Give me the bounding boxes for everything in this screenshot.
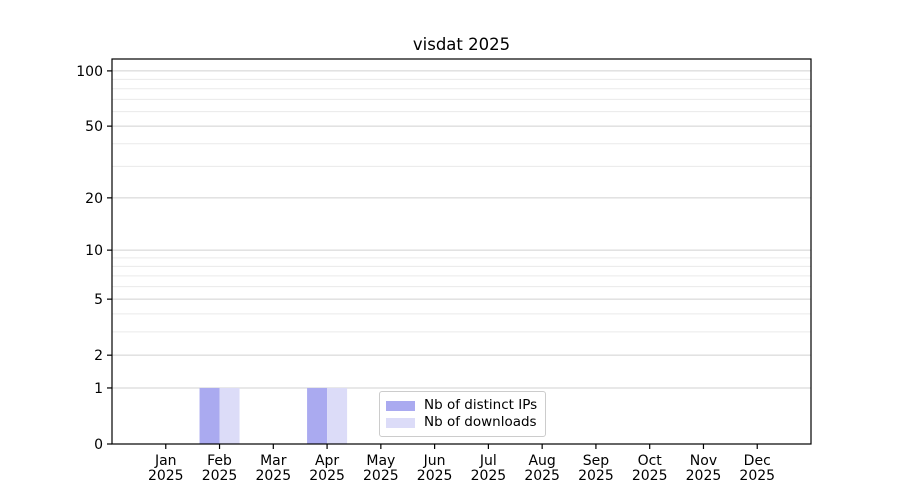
chart-title: visdat 2025 (412, 35, 511, 54)
x-tick-label-year: 2025 (255, 468, 291, 484)
legend-entry-distinct-ips: Nb of distinct IPs (386, 397, 537, 414)
x-tick-label-year: 2025 (471, 468, 507, 484)
legend-label-downloads: Nb of downloads (424, 414, 537, 430)
y-tick-label: 2 (94, 348, 103, 364)
x-tick-label-year: 2025 (686, 468, 722, 484)
x-tick-label-year: 2025 (632, 468, 668, 484)
x-tick-label-month: Jun (423, 453, 446, 469)
x-tick-label-month: Jul (479, 453, 497, 469)
bar-feb-series1 (219, 387, 240, 444)
x-tick-label-month: Dec (744, 453, 771, 469)
bar-apr-series0 (307, 387, 328, 444)
x-tick-label-month: Mar (260, 453, 287, 469)
legend-swatch-distinct-ips (386, 400, 415, 411)
x-tick-label-year: 2025 (578, 468, 614, 484)
x-tick-label-year: 2025 (363, 468, 399, 484)
x-tick-label-year: 2025 (309, 468, 345, 484)
bar-feb-series0 (199, 387, 220, 444)
y-tick-label: 50 (85, 119, 103, 135)
x-tick-label-year: 2025 (148, 468, 184, 484)
y-tick-label: 10 (85, 243, 103, 259)
y-tick-label: 20 (85, 191, 103, 207)
y-tick-label: 5 (94, 292, 103, 308)
legend-entry-downloads: Nb of downloads (386, 414, 537, 431)
legend-swatch-downloads (386, 417, 415, 428)
x-tick-label-year: 2025 (417, 468, 453, 484)
legend-label-distinct-ips: Nb of distinct IPs (424, 397, 538, 413)
plot-border (111, 58, 812, 445)
x-tick-label-month: Sep (583, 453, 610, 469)
y-tick-label: 0 (94, 437, 103, 453)
bar-apr-series1 (327, 387, 348, 444)
x-tick-label-month: Aug (528, 453, 555, 469)
x-tick-label-month: Nov (690, 453, 717, 469)
x-tick-label-month: May (366, 453, 395, 469)
x-tick-label-month: Feb (207, 453, 232, 469)
x-tick-label-month: Apr (315, 453, 339, 469)
legend: Nb of distinct IPs Nb of downloads (379, 391, 547, 437)
x-tick-label-year: 2025 (739, 468, 775, 484)
x-tick-label-month: Oct (638, 453, 663, 469)
y-tick-label: 1 (94, 381, 103, 397)
x-tick-label-month: Jan (154, 453, 177, 469)
x-tick-label-year: 2025 (524, 468, 560, 484)
x-tick-label-year: 2025 (202, 468, 238, 484)
y-tick-label: 100 (76, 64, 103, 80)
